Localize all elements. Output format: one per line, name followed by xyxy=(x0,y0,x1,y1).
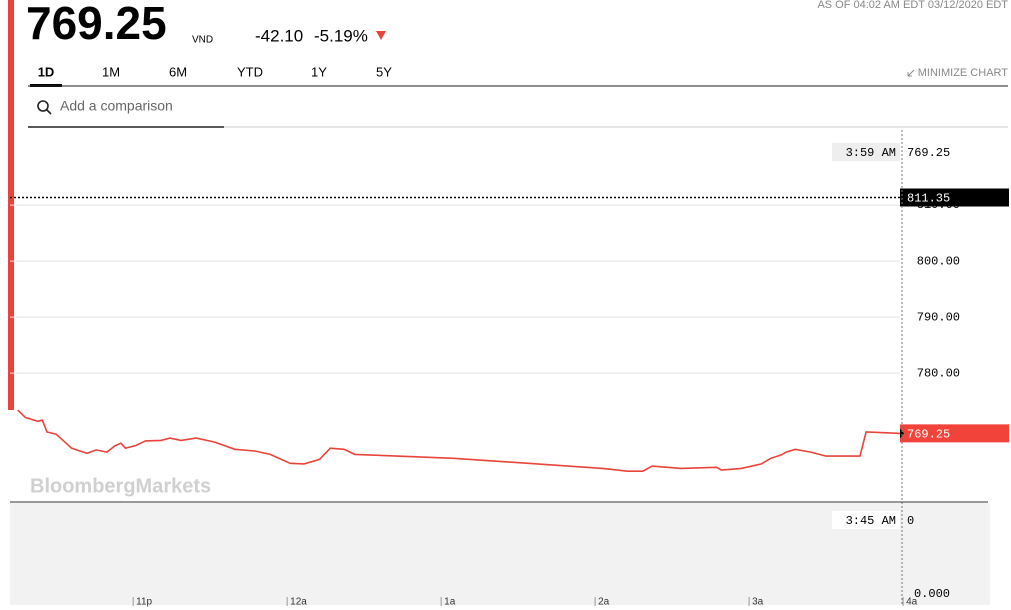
tab[interactable]: YTD xyxy=(237,64,263,79)
plot: 780.00790.00800.00810.0011p12a1a2a3a4aBl… xyxy=(10,130,1009,608)
currency: VND xyxy=(192,35,213,46)
previous-close-label: 811.35 xyxy=(907,192,950,206)
change: -42.10 xyxy=(255,26,303,45)
minimize-chart[interactable]: MINIMIZE CHART xyxy=(918,67,1009,79)
tab[interactable]: 1M xyxy=(102,64,120,79)
x-tick-label: 1a xyxy=(444,597,456,608)
last-marker xyxy=(900,428,904,439)
search-icon-handle xyxy=(46,109,52,115)
crosshair-time: 3:59 AM xyxy=(846,146,896,160)
x-tick-label: 4a xyxy=(906,597,918,608)
price: 769.25 xyxy=(26,0,167,49)
previous-close-box xyxy=(900,188,1009,207)
y-tick-label: 780.00 xyxy=(917,366,960,380)
crosshair-value: 769.25 xyxy=(907,146,950,160)
price-line xyxy=(17,409,901,472)
last-label: 769.25 xyxy=(907,428,950,442)
y-tick-label: 800.00 xyxy=(917,254,960,268)
minimize-icon[interactable] xyxy=(907,69,915,77)
volume-time: 3:45 AM xyxy=(846,514,896,528)
search-input[interactable]: Add a comparison xyxy=(60,98,173,114)
x-tick-label: 11p xyxy=(136,597,152,608)
tab[interactable]: 1D xyxy=(38,64,55,79)
tabs: 1D 1M 6M YTD 1Y 5Y xyxy=(30,64,392,87)
search-icon xyxy=(37,100,49,112)
tab[interactable]: 5Y xyxy=(376,64,392,79)
y-tick-label: 790.00 xyxy=(917,310,960,324)
tab[interactable]: 6M xyxy=(169,64,187,79)
as-of: AS OF 04:02 AM EDT 03/12/2020 EDT xyxy=(817,0,1008,11)
volume-axis-label: 0.000 xyxy=(914,587,950,601)
x-tick-label: 3a xyxy=(752,597,764,608)
volume-value: 0 xyxy=(907,514,914,528)
watermark: BloombergMarkets xyxy=(30,475,211,497)
volume-pane xyxy=(10,503,990,605)
change-percent: -5.19% xyxy=(314,26,368,45)
last-box xyxy=(900,424,1009,443)
crosshair-time-box xyxy=(832,143,900,161)
volume-time-box xyxy=(832,511,900,529)
tab[interactable]: 1Y xyxy=(311,64,327,79)
x-tick-label: 2a xyxy=(598,597,610,608)
down-arrow xyxy=(376,31,386,40)
x-tick-label: 12a xyxy=(290,597,307,608)
